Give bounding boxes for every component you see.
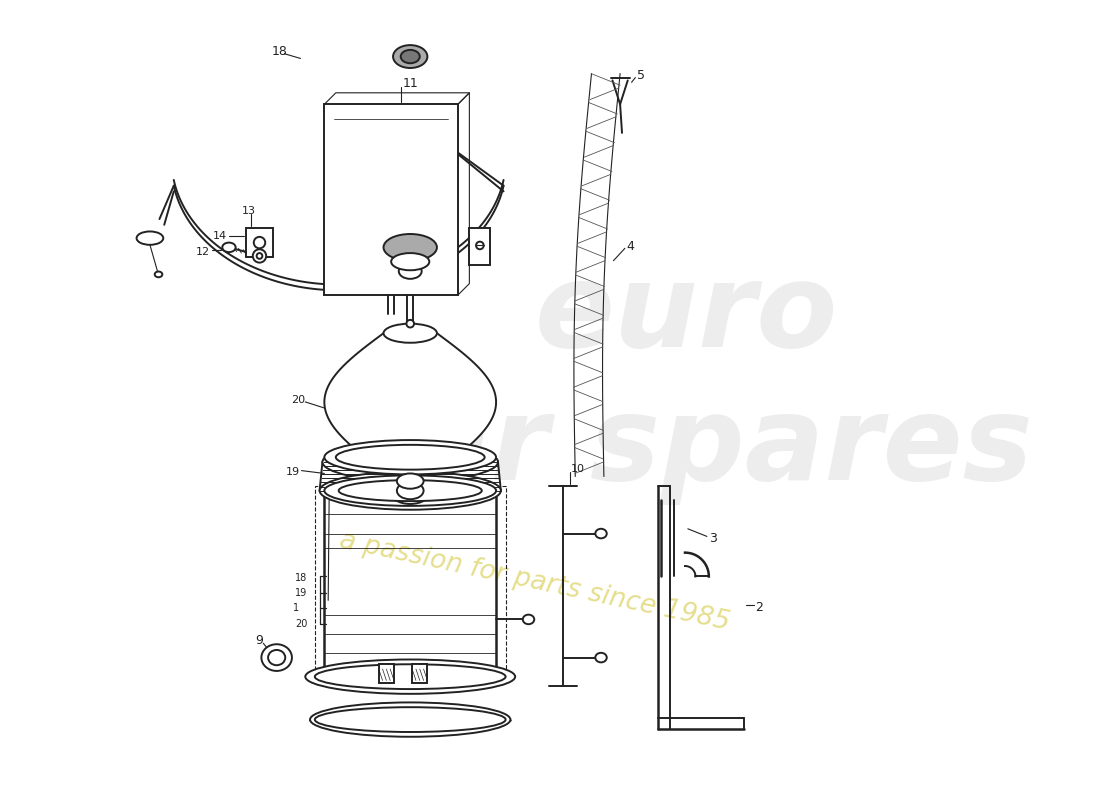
Text: 10: 10 (571, 464, 584, 474)
Text: 19: 19 (286, 466, 300, 477)
Ellipse shape (389, 478, 431, 504)
Ellipse shape (595, 529, 607, 538)
Ellipse shape (324, 440, 496, 474)
Text: 2: 2 (756, 601, 763, 614)
Text: euro
car spares: euro car spares (341, 257, 1033, 505)
Bar (324, 104, 458, 295)
Ellipse shape (254, 237, 265, 248)
Text: 20: 20 (292, 395, 305, 405)
Text: 20: 20 (295, 619, 307, 629)
Ellipse shape (476, 242, 484, 250)
Ellipse shape (322, 443, 498, 481)
Ellipse shape (522, 614, 535, 624)
Bar (315, 486, 506, 672)
Ellipse shape (400, 50, 420, 63)
Ellipse shape (222, 242, 235, 252)
Ellipse shape (384, 324, 437, 342)
Bar (412, 664, 428, 683)
Text: 14: 14 (213, 231, 227, 241)
Ellipse shape (595, 653, 607, 662)
Ellipse shape (399, 263, 421, 279)
Text: 13: 13 (241, 206, 255, 216)
Ellipse shape (155, 271, 163, 278)
Text: 19: 19 (295, 588, 307, 598)
Text: 18: 18 (295, 574, 307, 583)
Ellipse shape (393, 45, 428, 68)
Bar (246, 228, 273, 257)
Text: a passion for parts since 1985: a passion for parts since 1985 (337, 527, 732, 635)
Ellipse shape (324, 475, 496, 506)
Text: 18: 18 (272, 46, 288, 58)
Polygon shape (324, 334, 496, 458)
Ellipse shape (306, 659, 515, 694)
Ellipse shape (320, 471, 500, 510)
Ellipse shape (336, 445, 485, 470)
Ellipse shape (268, 650, 285, 666)
Ellipse shape (406, 320, 414, 327)
Ellipse shape (397, 482, 424, 499)
Text: 11: 11 (403, 77, 418, 90)
Text: 5: 5 (637, 69, 646, 82)
Ellipse shape (262, 644, 292, 671)
Ellipse shape (397, 474, 424, 489)
Text: 9: 9 (255, 634, 264, 647)
Bar (378, 664, 394, 683)
Bar (470, 228, 491, 265)
Ellipse shape (136, 231, 163, 245)
Ellipse shape (384, 234, 437, 261)
Text: 1: 1 (294, 603, 299, 613)
Ellipse shape (315, 664, 506, 689)
Text: 3: 3 (708, 532, 717, 545)
Text: 4: 4 (627, 240, 635, 253)
Ellipse shape (339, 480, 482, 501)
Ellipse shape (253, 250, 266, 262)
Ellipse shape (315, 707, 506, 732)
Ellipse shape (392, 253, 429, 270)
Text: 12: 12 (196, 247, 210, 257)
Ellipse shape (310, 702, 510, 737)
Ellipse shape (256, 253, 263, 259)
